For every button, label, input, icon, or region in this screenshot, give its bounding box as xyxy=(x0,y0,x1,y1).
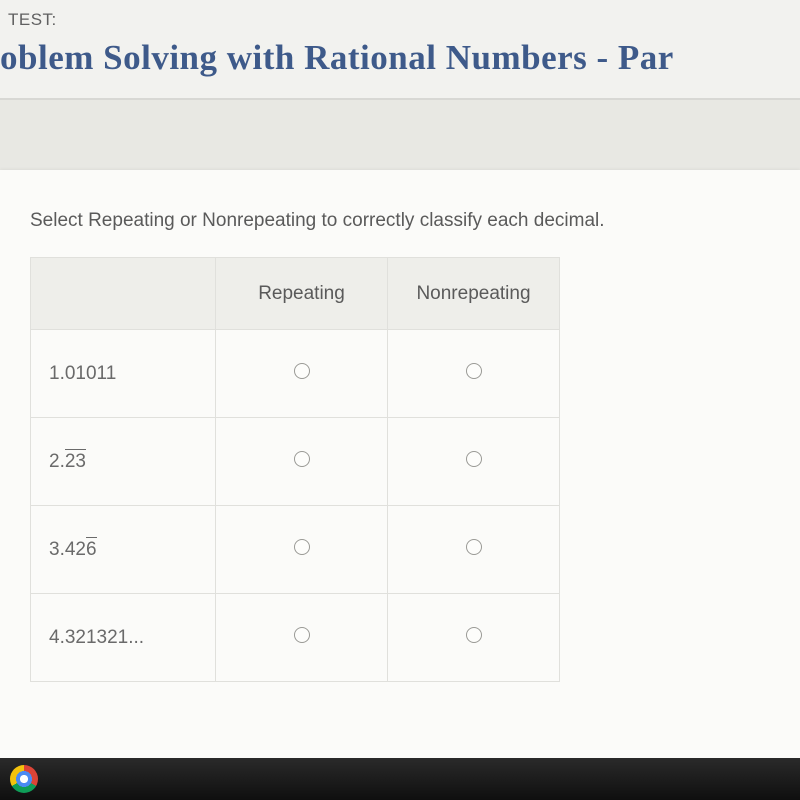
decimal-overline: 6 xyxy=(86,539,97,561)
chrome-icon[interactable] xyxy=(10,765,38,793)
question-card: Select Repeating or Nonrepeating to corr… xyxy=(0,170,800,770)
radio-repeating[interactable] xyxy=(294,627,310,643)
page-title: oblem Solving with Rational Numbers - Pa… xyxy=(0,38,800,78)
row-label: 4.321321... xyxy=(31,594,216,682)
column-repeating: Repeating xyxy=(216,258,388,330)
question-prompt: Select Repeating or Nonrepeating to corr… xyxy=(30,210,770,232)
row-label: 2.23 xyxy=(31,418,216,506)
table-row: 1.01011 xyxy=(31,330,560,418)
cell-nonrepeating xyxy=(388,506,560,594)
cell-nonrepeating xyxy=(388,594,560,682)
radio-nonrepeating[interactable] xyxy=(466,451,482,467)
radio-repeating[interactable] xyxy=(294,539,310,555)
cell-nonrepeating xyxy=(388,418,560,506)
table-row: 2.23 xyxy=(31,418,560,506)
decimal-value: 1.01011 xyxy=(49,363,116,384)
test-label: TEST: xyxy=(0,10,800,30)
taskbar xyxy=(0,758,800,800)
cell-nonrepeating xyxy=(388,330,560,418)
header-area: TEST: oblem Solving with Rational Number… xyxy=(0,0,800,100)
radio-nonrepeating[interactable] xyxy=(466,627,482,643)
cell-repeating xyxy=(216,506,388,594)
cell-repeating xyxy=(216,330,388,418)
classify-table: Repeating Nonrepeating 1.01011 2.23 3.42… xyxy=(30,257,560,682)
decimal-overline: 23 xyxy=(65,451,86,473)
cell-repeating xyxy=(216,418,388,506)
decimal-value: 4.321321... xyxy=(49,627,144,648)
table-row: 4.321321... xyxy=(31,594,560,682)
cell-repeating xyxy=(216,594,388,682)
radio-nonrepeating[interactable] xyxy=(466,539,482,555)
table-row: 3.426 xyxy=(31,506,560,594)
table-body: 1.01011 2.23 3.426 4.321321... xyxy=(31,330,560,682)
table-header-empty xyxy=(31,258,216,330)
radio-repeating[interactable] xyxy=(294,451,310,467)
row-label: 1.01011 xyxy=(31,330,216,418)
decimal-pre: 3.42 xyxy=(49,539,86,560)
column-nonrepeating: Nonrepeating xyxy=(388,258,560,330)
radio-repeating[interactable] xyxy=(294,363,310,379)
decimal-pre: 2. xyxy=(49,451,65,472)
table-header-row: Repeating Nonrepeating xyxy=(31,258,560,330)
row-label: 3.426 xyxy=(31,506,216,594)
radio-nonrepeating[interactable] xyxy=(466,363,482,379)
